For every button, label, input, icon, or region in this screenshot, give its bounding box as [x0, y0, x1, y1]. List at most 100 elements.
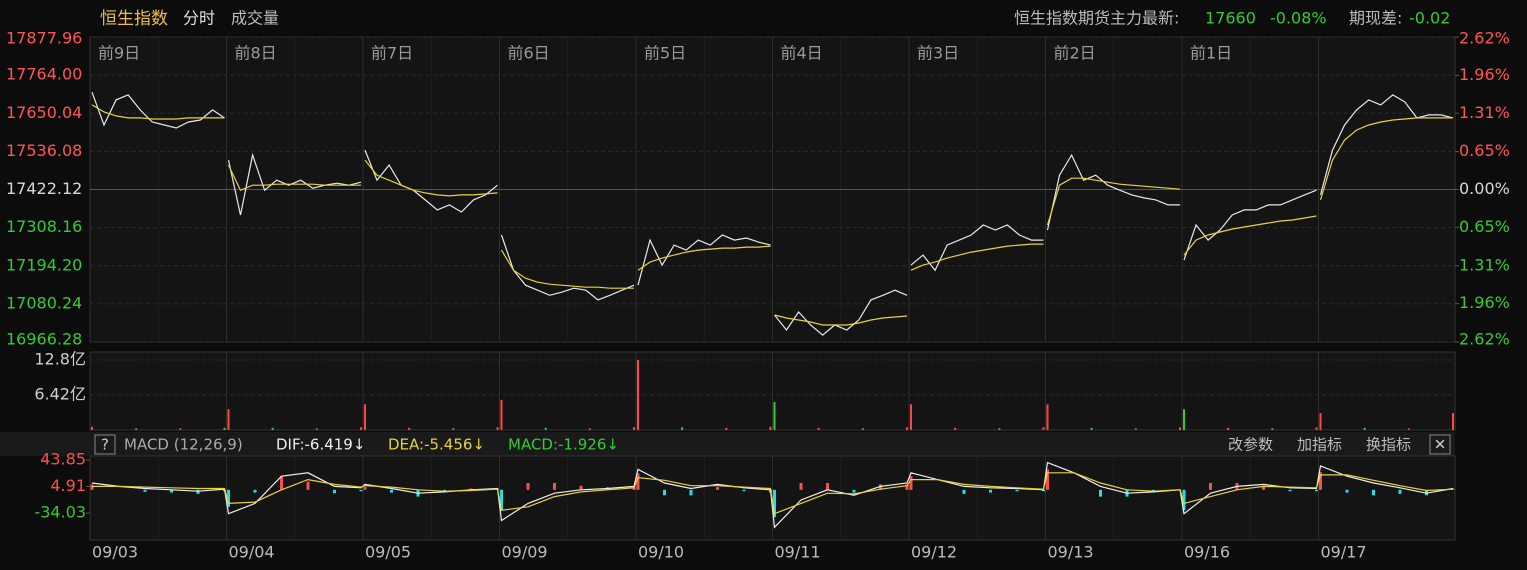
basis-label: 期现差: — [1349, 9, 1402, 28]
volume-bar — [588, 428, 591, 430]
volume-bar — [1179, 427, 1181, 430]
macd-bar — [500, 489, 503, 511]
macd-bar — [1152, 489, 1155, 492]
price-line — [774, 289, 908, 336]
volume-bar — [633, 427, 635, 430]
macd-bar — [390, 489, 393, 493]
basis-value: -0.02 — [1409, 9, 1450, 28]
macd-bar — [1315, 489, 1318, 492]
dea-value: DEA:-5.456↓ — [388, 436, 485, 454]
macd-bar — [1345, 489, 1349, 493]
macd-bar — [905, 484, 909, 490]
y2-tick-label: 1.96% — [1459, 293, 1510, 312]
macd-bar — [469, 488, 473, 490]
macd-bar — [826, 483, 829, 490]
indicator-bar — [0, 432, 1455, 456]
y2-tick-label: 1.96% — [1459, 65, 1510, 84]
macd-bar — [253, 489, 257, 493]
volume-bar — [271, 427, 274, 430]
price-line — [364, 159, 498, 197]
price-line — [227, 152, 362, 216]
price-line — [364, 149, 498, 213]
volume-bar — [1042, 427, 1045, 430]
x-tick-label: 09/13 — [1048, 543, 1094, 562]
y-tick-label: 17536.08 — [6, 141, 82, 160]
macd-bar — [1451, 488, 1455, 490]
day-label: 前1日 — [1190, 44, 1232, 63]
button[interactable]: 换指标 — [1366, 436, 1411, 454]
volume-bar — [1452, 413, 1454, 430]
y2-tick-label: 1.31% — [1459, 103, 1510, 122]
futures-price: 17660 — [1205, 9, 1256, 28]
volume-bar — [1090, 427, 1093, 430]
title: 恒生指数 — [100, 9, 168, 29]
macd-bar — [989, 489, 992, 493]
x-tick-label: 09/16 — [1184, 543, 1230, 562]
macd-bar — [663, 489, 666, 496]
macd-line — [92, 472, 1454, 515]
price-line — [637, 234, 771, 286]
button[interactable]: 改参数 — [1228, 436, 1273, 454]
volume-bar — [998, 428, 1001, 430]
volume-bar — [954, 427, 957, 430]
day-label: 前2日 — [1054, 44, 1096, 63]
x-tick-label: 09/12 — [911, 543, 957, 562]
futures-label: 恒生指数期货主力最新: — [1014, 9, 1179, 28]
tab[interactable]: 成交量 — [231, 9, 279, 28]
button[interactable]: 加指标 — [1297, 436, 1342, 454]
price-line — [1046, 153, 1180, 231]
volume-bar — [360, 427, 362, 430]
day-label: 前8日 — [235, 44, 277, 63]
price-line — [1046, 177, 1181, 226]
y2-tick-label: 2.62% — [1459, 330, 1510, 349]
macd-bar — [553, 483, 556, 490]
price-line — [1319, 117, 1453, 201]
y-tick-label: 17422.12 — [6, 179, 82, 198]
macd-bar — [1319, 472, 1322, 490]
macd-bar — [1042, 489, 1045, 492]
macd-bar — [1425, 489, 1428, 496]
y-tick-label: 16966.28 — [6, 330, 82, 349]
volume-bar — [1407, 428, 1410, 430]
macd-value: MACD:-1.926↓ — [508, 436, 619, 454]
help[interactable]: ? — [101, 436, 109, 454]
price-line — [637, 245, 771, 271]
x-tick-label: 09/04 — [229, 543, 275, 562]
futures-change: -0.08% — [1270, 9, 1327, 28]
x-tick-label: 09/17 — [1321, 543, 1367, 562]
macd-bar — [636, 473, 640, 490]
volume-bar — [135, 428, 138, 430]
help-box[interactable] — [94, 434, 116, 455]
volume-bar — [544, 427, 547, 430]
macd-bar — [333, 489, 336, 494]
price-line — [1183, 215, 1317, 256]
volume-bar — [315, 428, 318, 430]
macd-bar — [632, 487, 636, 490]
y-tick-label: 17650.04 — [6, 103, 82, 122]
close-box[interactable] — [1429, 434, 1451, 455]
y-tick-label: -34.03 — [34, 502, 86, 521]
volume-bar — [769, 426, 772, 430]
macd-bar — [799, 483, 803, 490]
day-label: 前5日 — [644, 44, 686, 63]
macd-bar — [1182, 489, 1186, 511]
day-label: 前6日 — [508, 44, 550, 63]
macd-bar — [1398, 489, 1402, 494]
volume-bar — [1227, 427, 1230, 430]
y2-tick-label: 0.65% — [1459, 217, 1510, 236]
macd-bar — [773, 489, 776, 518]
volume-bar — [500, 399, 503, 430]
marks — [86, 36, 1459, 540]
macd-bar — [1046, 469, 1049, 490]
y-tick-label: 12.8亿 — [34, 350, 86, 369]
x-tick-label: 09/05 — [365, 543, 411, 562]
tab[interactable]: 分时 — [183, 9, 215, 28]
price-line — [910, 224, 1044, 272]
y-tick-label: 17764.00 — [6, 65, 82, 84]
macd-bar — [306, 481, 310, 490]
x-tick-label: 09/09 — [502, 543, 548, 562]
x-tick-label: 09/10 — [638, 543, 684, 562]
macd-bar — [742, 489, 746, 492]
close[interactable]: ✕ — [1434, 436, 1447, 454]
